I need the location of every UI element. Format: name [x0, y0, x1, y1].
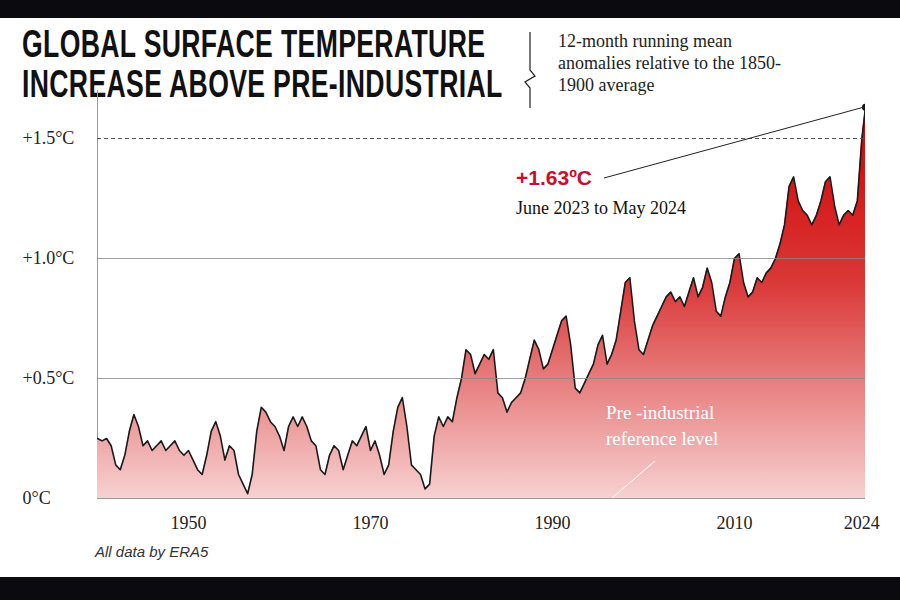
svg-text:+1.0°C: +1.0°C — [23, 248, 75, 268]
svg-text:2024: 2024 — [844, 513, 880, 533]
svg-text:1990: 1990 — [534, 513, 570, 533]
svg-text:1950: 1950 — [170, 513, 206, 533]
svg-text:+0.5°C: +0.5°C — [23, 368, 75, 388]
html-text:12-month running mean anomalie: 12-month running mean anomalies relative… — [558, 31, 781, 95]
html-text:June 2023 to May 2024: June 2023 to May 2024 — [516, 198, 686, 218]
html-text:All data by ERA5: All data by ERA5 — [95, 543, 209, 560]
html-text:GLOBAL SURFACE TEMPERATURE INC: GLOBAL SURFACE TEMPERATURE INCREASE ABOV… — [22, 23, 503, 105]
svg-text:2010: 2010 — [716, 513, 752, 533]
svg-text:0°C: 0°C — [23, 488, 51, 508]
svg-text:1970: 1970 — [352, 513, 388, 533]
html-text:+1.63ºC: +1.63ºC — [516, 166, 592, 189]
svg-text:+1.5°C: +1.5°C — [23, 128, 75, 148]
html-text:Pre -industrial reference leve: Pre -industrial reference level — [606, 402, 719, 449]
